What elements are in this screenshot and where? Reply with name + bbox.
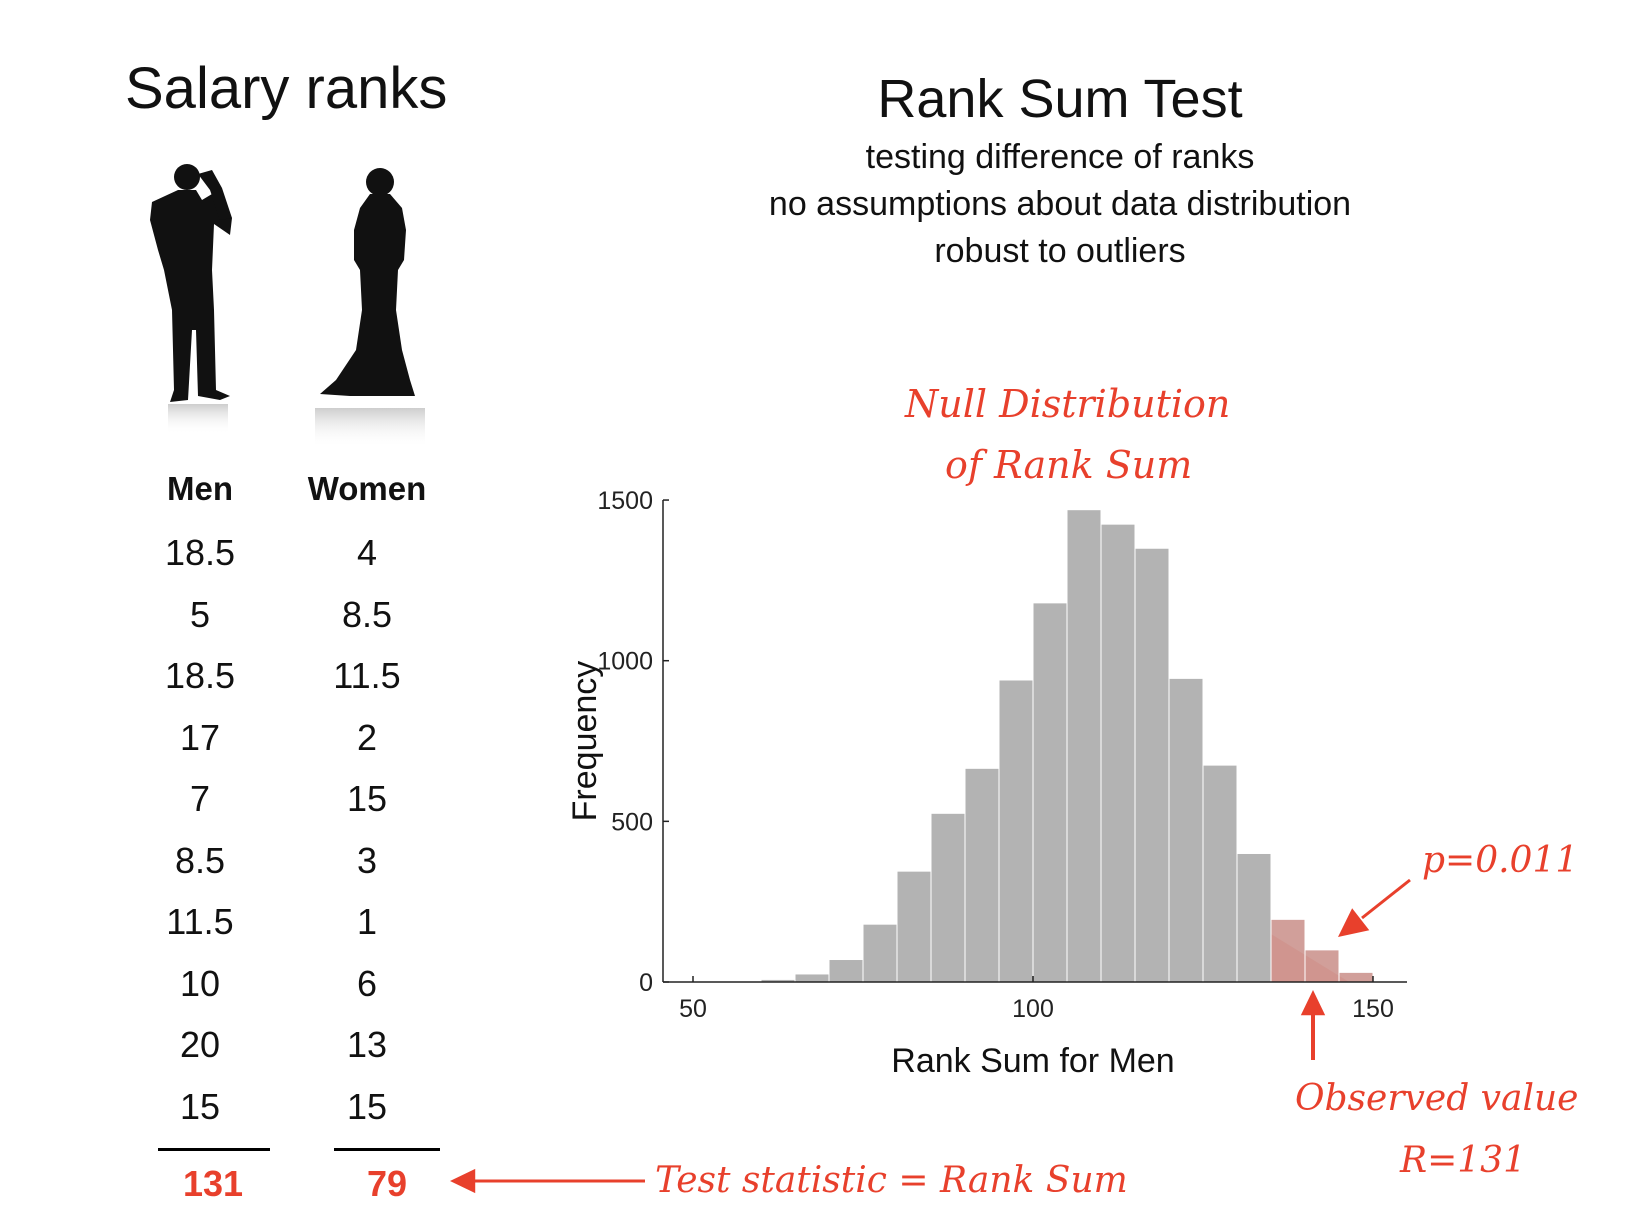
men-rank: 7 <box>189 778 211 819</box>
women-rank: 1 <box>356 901 378 942</box>
men-rank: 20 <box>179 1024 221 1065</box>
women-rank: 15 <box>346 1085 388 1127</box>
arrow-up-head <box>1300 990 1326 1016</box>
test-statistic-label: Test statistic = Rank Sum <box>655 1160 1128 1201</box>
x-axis-label: Rank Sum for Men <box>891 1042 1174 1080</box>
histogram-bar <box>1066 509 1102 983</box>
histogram-bar <box>1168 677 1204 983</box>
women-rank: 8.5 <box>341 593 393 635</box>
men-column: 18.5 5 18.5 17 7 8.5 11.5 10 20 15 <box>105 522 295 1137</box>
men-rank-sum: 131 <box>182 1163 244 1204</box>
subtitle-line: robust to outliers <box>934 232 1186 270</box>
histogram-bar <box>1236 852 1272 983</box>
men-rank: 18.5 <box>164 655 236 696</box>
men-rank: 10 <box>179 962 221 1004</box>
observed-r-label: R=131 <box>1400 1140 1526 1181</box>
observed-value-label: Observed value <box>1295 1078 1579 1119</box>
women-rank-sum: 79 <box>366 1163 408 1204</box>
x-tick-label: 150 <box>1352 995 1394 1023</box>
histogram-bar <box>794 973 830 983</box>
subtitle-line: testing difference of ranks <box>865 138 1255 176</box>
men-rank: 18.5 <box>164 532 236 573</box>
silhouettes <box>150 164 425 448</box>
women-sum-rule <box>334 1148 440 1151</box>
x-tick-label: 50 <box>679 995 707 1023</box>
histogram-bar <box>828 959 864 983</box>
men-sum-rule <box>158 1148 270 1151</box>
histogram-bar <box>1134 547 1170 983</box>
men-rank: 17 <box>179 716 221 758</box>
women-rank: 6 <box>356 962 378 1004</box>
women-rank: 11.5 <box>333 655 401 696</box>
histogram-bar <box>1338 971 1374 983</box>
histogram-bar <box>1304 949 1340 983</box>
men-header: Men <box>167 470 233 507</box>
women-rank: 3 <box>356 839 378 881</box>
salary-ranks-title: Salary ranks <box>125 56 448 121</box>
p-value-label: p=0.011 <box>1422 840 1579 881</box>
rank-sum-test-title: Rank Sum Test <box>877 69 1243 129</box>
histogram-bar <box>1100 523 1136 983</box>
null-distribution-label-2: of Rank Sum <box>945 443 1193 487</box>
histogram-bar <box>896 870 932 983</box>
women-column: 4 8.5 11.5 2 15 3 1 6 13 15 <box>272 522 462 1137</box>
men-rank: 15 <box>179 1085 221 1127</box>
y-axis-label: Frequency <box>566 661 604 822</box>
test-description: testing difference of ranks no assumptio… <box>660 134 1460 275</box>
y-tick-label: 500 <box>611 808 653 836</box>
women-rank: 2 <box>356 716 378 758</box>
histogram-bar <box>998 679 1034 983</box>
men-rank: 5 <box>189 593 211 635</box>
subtitle-line: no assumptions about data distribution <box>768 185 1352 223</box>
histogram-bar <box>1032 602 1068 983</box>
arrow-diagonal-head <box>1338 908 1370 937</box>
woman-silhouette-icon <box>315 168 425 448</box>
y-tick-label: 1000 <box>597 648 653 676</box>
women-rank: 15 <box>346 778 388 819</box>
men-rank: 8.5 <box>174 839 226 881</box>
arrow-diagonal-icon <box>1361 878 1411 920</box>
histogram-bar <box>1202 764 1238 983</box>
women-rank: 4 <box>356 532 378 573</box>
man-silhouette-icon <box>150 164 232 434</box>
x-tick-label: 100 <box>1012 995 1054 1023</box>
arrow-left-head <box>450 1168 476 1194</box>
women-rank: 13 <box>346 1024 388 1065</box>
null-distribution-label: Null Distribution <box>905 382 1231 426</box>
y-tick-label: 0 <box>639 969 653 997</box>
histogram-bar <box>964 767 1000 983</box>
histogram-bar <box>930 812 966 983</box>
men-rank: 11.5 <box>166 901 234 942</box>
histogram-bar <box>862 923 898 983</box>
histogram-bar <box>1270 918 1306 983</box>
y-tick-label: 1500 <box>597 487 653 515</box>
women-header: Women <box>307 470 427 507</box>
